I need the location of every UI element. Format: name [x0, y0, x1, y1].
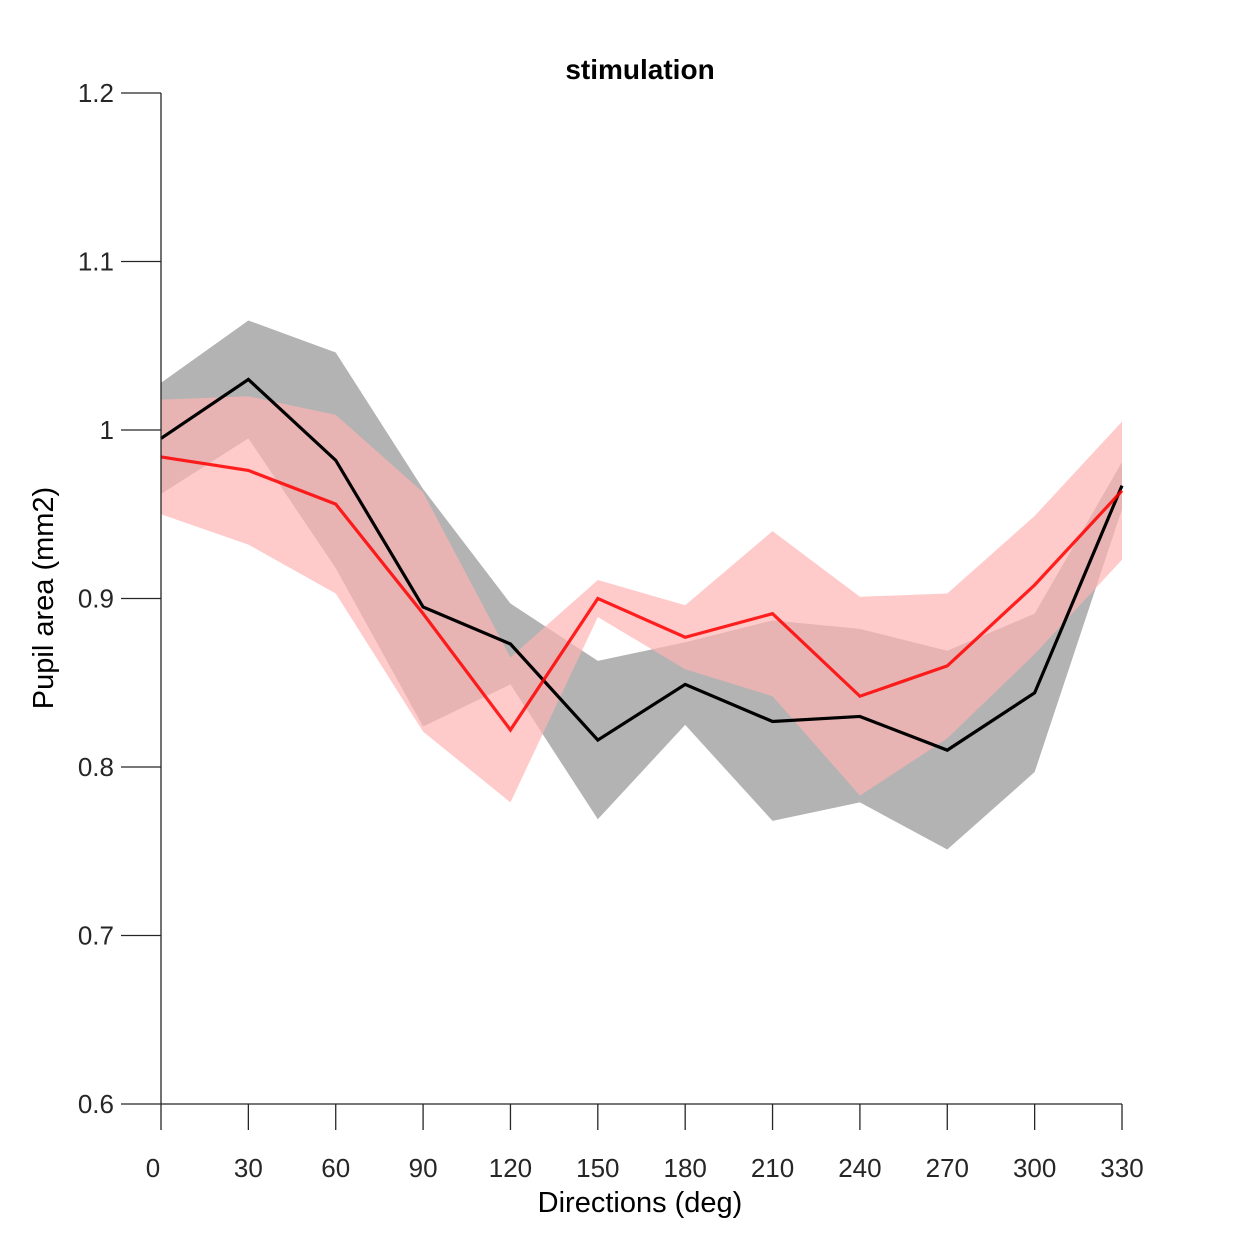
x-tick-label: 0 [146, 1153, 160, 1183]
x-tick-label: 330 [1100, 1153, 1143, 1183]
confidence-bands [161, 320, 1122, 850]
x-tick-label: 300 [1013, 1153, 1056, 1183]
y-axis-label: Pupil area (mm2) [28, 487, 60, 709]
x-tick-label: 270 [926, 1153, 969, 1183]
y-tick-label: 1.1 [78, 247, 114, 277]
x-tick-label: 30 [234, 1153, 263, 1183]
series-1-line [160, 377, 1124, 752]
x-tick-label: 180 [663, 1153, 706, 1183]
y-tick-label: 0.7 [78, 921, 114, 951]
x-tick-label: 60 [321, 1153, 350, 1183]
series-2-line [160, 455, 1124, 733]
x-tick-label: 210 [751, 1153, 794, 1183]
x-tick-label: 90 [409, 1153, 438, 1183]
y-ticks: 0.6 0.7 0.8 0.9 1 1.1 1.2 [78, 78, 161, 1119]
y-tick-label: 1.2 [78, 78, 114, 108]
y-tick-label: 0.8 [78, 752, 114, 782]
y-tick-label: 0.6 [78, 1089, 114, 1119]
y-tick-label: 0.9 [78, 584, 114, 614]
series-lines [160, 377, 1124, 752]
x-tick-label: 150 [576, 1153, 619, 1183]
x-tick-label: 240 [838, 1153, 881, 1183]
series-2-band [161, 396, 1122, 803]
x-ticks: 0 30 60 90 120 150 180 210 240 270 300 330 [146, 1104, 1144, 1183]
chart-title: stimulation [565, 54, 714, 85]
y-tick-label: 1 [100, 415, 114, 445]
x-tick-label: 120 [489, 1153, 532, 1183]
x-axis-label: Directions (deg) [538, 1187, 743, 1219]
